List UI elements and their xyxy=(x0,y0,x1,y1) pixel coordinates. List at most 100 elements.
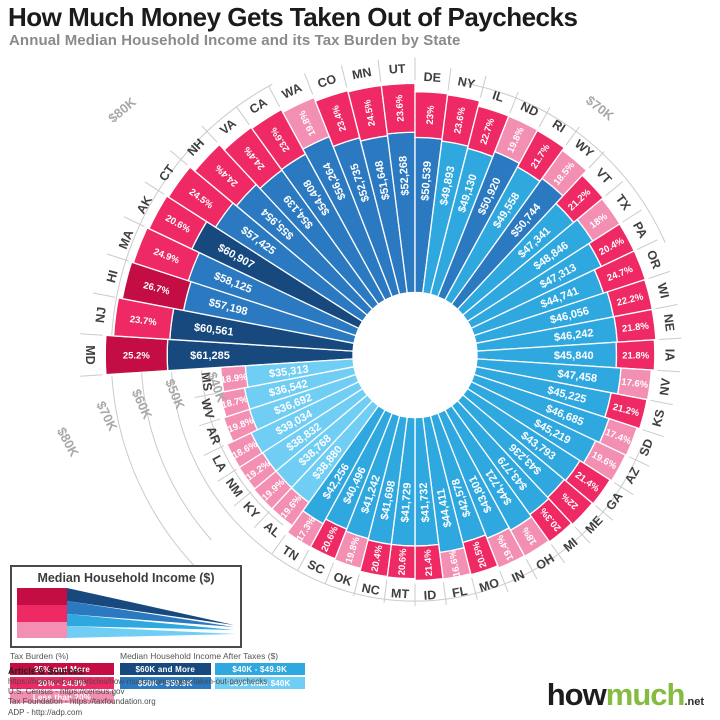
gridline-arc-4 xyxy=(171,372,642,602)
state-label-IN: IN xyxy=(510,567,527,585)
state-label-ME: ME xyxy=(583,513,606,536)
source-link-article[interactable]: https://howmuch.net/articles/how-much-mo… xyxy=(8,677,268,686)
tax-pct-UT: 23.6% xyxy=(394,94,407,122)
rim-tick-CA xyxy=(235,106,250,126)
state-label-NJ: NJ xyxy=(93,306,109,324)
legend: Median Household Income ($) Tax Burden (… xyxy=(10,565,310,705)
rim-tick-MA xyxy=(107,253,129,262)
rim-tick-LA xyxy=(217,468,237,482)
tax-pct-NV: 17.6% xyxy=(621,377,650,391)
gridline-label-2: $80K xyxy=(54,425,82,460)
page-subtitle: Annual Median Household Income and its T… xyxy=(9,32,461,50)
rim-tick-PA xyxy=(622,209,642,223)
tax-pct-NE: 21.8% xyxy=(621,321,650,335)
state-label-MT: MT xyxy=(391,586,410,601)
income-value-DE: $50,539 xyxy=(420,161,434,201)
source-link-adp[interactable]: ADP - http://adp.com xyxy=(8,707,83,717)
logo-how: how xyxy=(546,677,607,712)
rim-tick-SD xyxy=(642,429,665,438)
state-label-AZ: AZ xyxy=(622,465,642,487)
tax-pct-IA: 21.8% xyxy=(622,350,649,361)
state-label-WA: WA xyxy=(280,80,304,101)
income-value-ID: $41,732 xyxy=(418,482,432,522)
tax-pct-NC: 20.4% xyxy=(369,544,385,573)
rim-tick-KS xyxy=(650,399,673,406)
header: How Much Money Gets Taken Out of Paychec… xyxy=(8,2,578,50)
rim-tick-IA xyxy=(659,337,682,340)
page-title: How Much Money Gets Taken Out of Paychec… xyxy=(8,2,578,32)
tax-pct-ID: 21.4% xyxy=(422,548,435,576)
income-value-MT: $41,729 xyxy=(399,482,413,522)
state-label-DE: DE xyxy=(423,70,441,85)
rim-tick-CT xyxy=(144,181,165,195)
state-label-MS: MS xyxy=(199,371,215,391)
state-label-WV: WV xyxy=(198,397,217,421)
gridline-arc-1 xyxy=(111,376,205,576)
rim-tick-NV xyxy=(657,369,681,373)
rim-tick-IL xyxy=(479,75,487,98)
rim-tick-NM xyxy=(233,491,252,507)
state-label-UT: UT xyxy=(388,62,406,77)
state-label-IA: IA xyxy=(662,349,676,362)
rim-tick-AL xyxy=(271,534,286,554)
gridline-label-3: $70K xyxy=(93,399,120,434)
rim-tick-AR xyxy=(203,445,225,456)
rim-tick-SC xyxy=(324,562,334,585)
state-label-NC: NC xyxy=(361,581,381,598)
gridline-arc-2 xyxy=(462,82,666,243)
rim-tick-WI xyxy=(648,270,670,279)
state-label-OK: OK xyxy=(332,570,354,589)
state-label-PA: PA xyxy=(630,220,650,241)
gridline-arc-0 xyxy=(110,83,273,345)
state-label-GA: GA xyxy=(603,490,625,513)
gridline-label-1: $70K xyxy=(583,93,617,124)
rim-tick-MD xyxy=(80,374,103,377)
state-label-WI: WI xyxy=(654,282,671,300)
legend-title: Median Household Income ($) xyxy=(37,571,215,585)
rim-tick-NH xyxy=(169,150,188,166)
legend-income-title: Median Household Income After Taxes ($) xyxy=(120,651,279,661)
gridline-arc-5 xyxy=(201,370,284,526)
tax-pct-MD: 25.2% xyxy=(123,350,150,361)
sources-heading: Article & Sources: xyxy=(8,666,87,676)
legend-chip-tax-20-24: 20% - 24.9% xyxy=(10,677,114,689)
state-label-FL: FL xyxy=(451,584,469,601)
source-link-census[interactable]: U.S. Census - https://census.gov xyxy=(8,687,125,697)
state-label-ND: ND xyxy=(518,99,540,119)
legend-tax-group: Tax Burden (%) 25% and More 20% - 24.9% … xyxy=(10,651,114,705)
legend-income-group: Median Household Income After Taxes ($) … xyxy=(120,651,305,705)
state-label-TN: TN xyxy=(280,543,302,564)
legend-chip-inc-60plus: $60K and More xyxy=(120,663,211,675)
rim-tick-OK xyxy=(353,574,360,597)
state-label-VT: VT xyxy=(593,166,614,187)
rim-tick-UT xyxy=(377,59,382,83)
state-label-SD: SD xyxy=(637,437,656,458)
tax-pct-MN: 24.5% xyxy=(362,98,378,127)
rim-tick-NE xyxy=(655,304,678,310)
income-value-UT: $52,268 xyxy=(397,155,411,195)
state-label-KS: KS xyxy=(650,408,668,428)
logo-much: much xyxy=(605,677,686,712)
legend-tax-title: Tax Burden (%) xyxy=(10,651,69,661)
rim-tick-TX xyxy=(605,181,624,197)
state-label-NE: NE xyxy=(661,313,677,332)
rim-tick-TN xyxy=(297,549,310,571)
howmuch-logo: howmuch.net xyxy=(547,679,704,710)
source-link-taxfoundation[interactable]: Tax Foundation - https://taxfoundation.o… xyxy=(8,697,156,707)
income-value-MS: $35,313 xyxy=(268,363,309,380)
state-label-AK: AK xyxy=(134,194,155,217)
tax-pct-FL: 16.6% xyxy=(447,549,463,578)
legend-chip-tax-25plus: 25% and More xyxy=(10,663,114,675)
state-label-CT: CT xyxy=(156,162,177,184)
rim-tick-NJ xyxy=(80,333,103,336)
rim-tick-KY xyxy=(253,510,270,529)
state-label-MN: MN xyxy=(351,65,373,82)
state-label-IL: IL xyxy=(491,88,506,105)
rim-tick-NY xyxy=(447,68,452,91)
rim-tick-MI xyxy=(574,526,591,544)
legend-keys: Tax Burden (%) 25% and More 20% - 24.9% … xyxy=(10,651,310,705)
state-label-NV: NV xyxy=(657,377,673,397)
rim-tick-WY xyxy=(565,126,580,146)
